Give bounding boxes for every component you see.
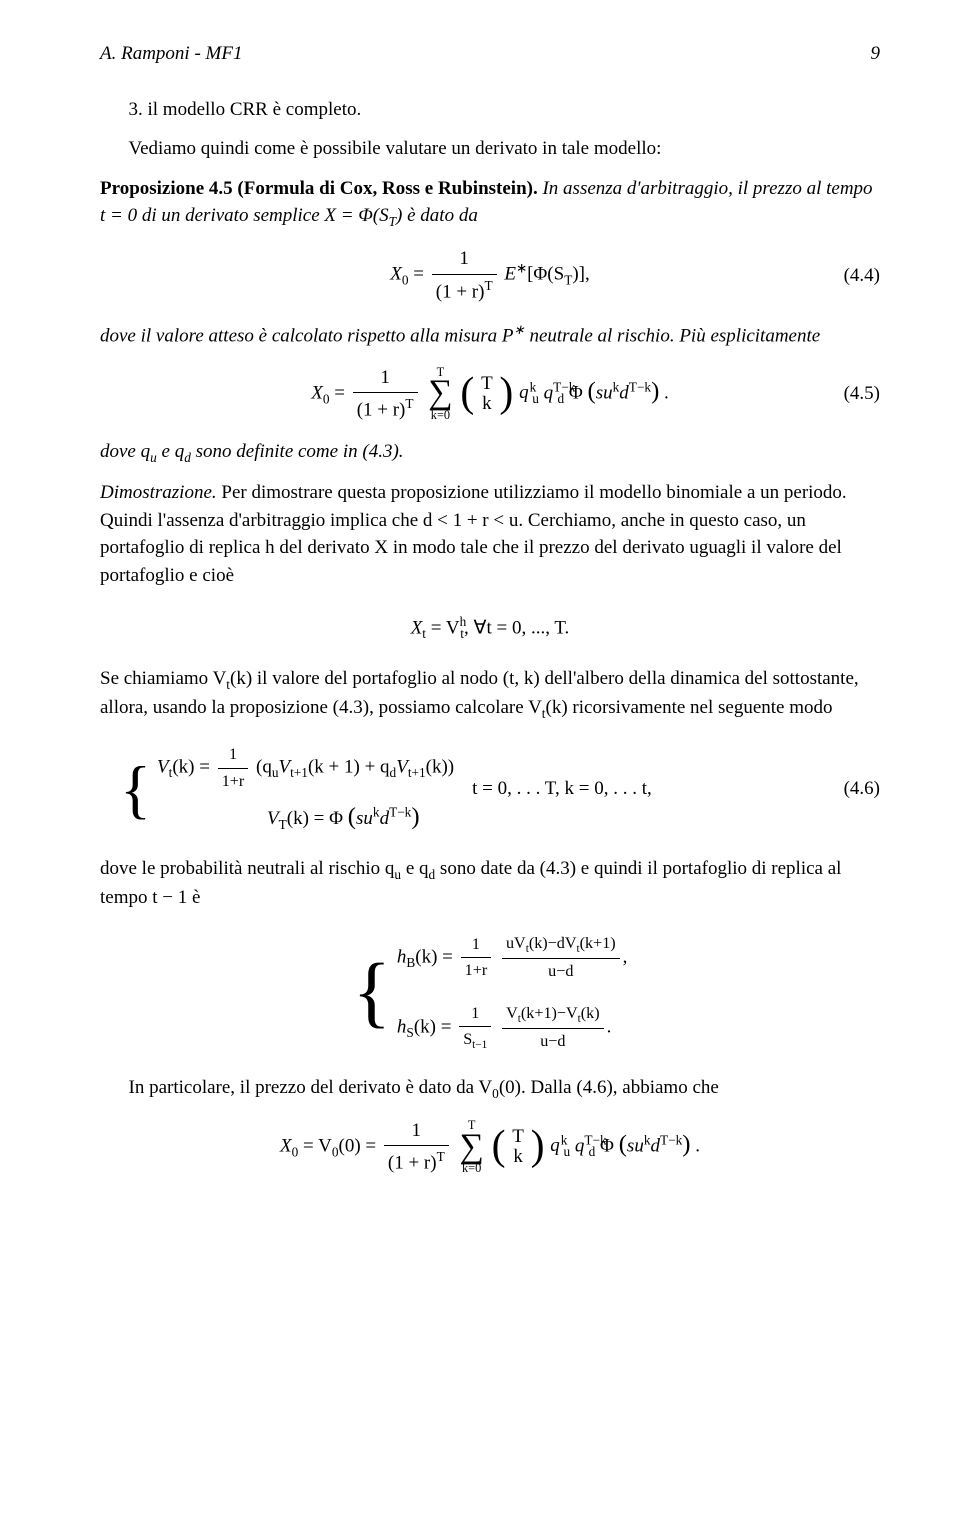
proof-paragraph-2: Se chiamiamo Vt(k) il valore del portafo… xyxy=(100,665,880,723)
equation-4-4: X0 = 1 (1 + r)T E∗[Φ(ST)], (4.4) xyxy=(100,245,880,305)
header-page-number: 9 xyxy=(871,40,881,68)
prop-mid-text: dove il valore atteso è calcolato rispet… xyxy=(100,320,880,350)
equation-xt-vt: Xt = Vht, ∀t = 0, ..., T. xyxy=(100,603,880,651)
eq-number-4-5: (4.5) xyxy=(844,380,880,408)
proposition-4-5: Proposizione 4.5 (Formula di Cox, Ross e… xyxy=(100,175,880,232)
brace-icon: { xyxy=(120,762,151,817)
after-46-text: dove le probabilità neutrali al rischio … xyxy=(100,855,880,912)
proposition-label: Proposizione 4.5 (Formula di Cox, Ross e… xyxy=(100,178,538,199)
proof-paragraph-1: Dimostrazione. Per dimostrare questa pro… xyxy=(100,479,880,589)
eq-number-4-6: (4.6) xyxy=(844,775,880,803)
prop-tail-text: dove qu e qd sono definite come in (4.3)… xyxy=(100,438,880,467)
brace-icon: { xyxy=(353,959,391,1027)
equation-4-5: X0 = 1 (1 + r)T T ∑ k=0 ( T k ) qku qT−k… xyxy=(100,364,880,424)
intro-sentence: Vediamo quindi come è possibile valutare… xyxy=(100,135,880,163)
header-left: A. Ramponi - MF1 xyxy=(100,40,242,68)
equation-replica-portfolio: { hB(k) = 11+r uVt(k)−dVt(k+1) u−d , hS(… xyxy=(100,926,880,1060)
page-header: A. Ramponi - MF1 9 xyxy=(100,40,880,68)
last-paragraph: In particolare, il prezzo del derivato è… xyxy=(100,1074,880,1103)
list-item-3: 3. il modello CRR è completo. xyxy=(100,96,880,124)
equation-final: X0 = V0(0) = 1 (1 + r)T T ∑ k=0 ( T k ) … xyxy=(100,1117,880,1177)
equation-4-6: { Vt(k) = 11+r (quVt+1(k + 1) + qdVt+1(k… xyxy=(100,737,880,841)
proof-label: Dimostrazione. xyxy=(100,482,217,503)
eq-number-4-4: (4.4) xyxy=(844,262,880,290)
